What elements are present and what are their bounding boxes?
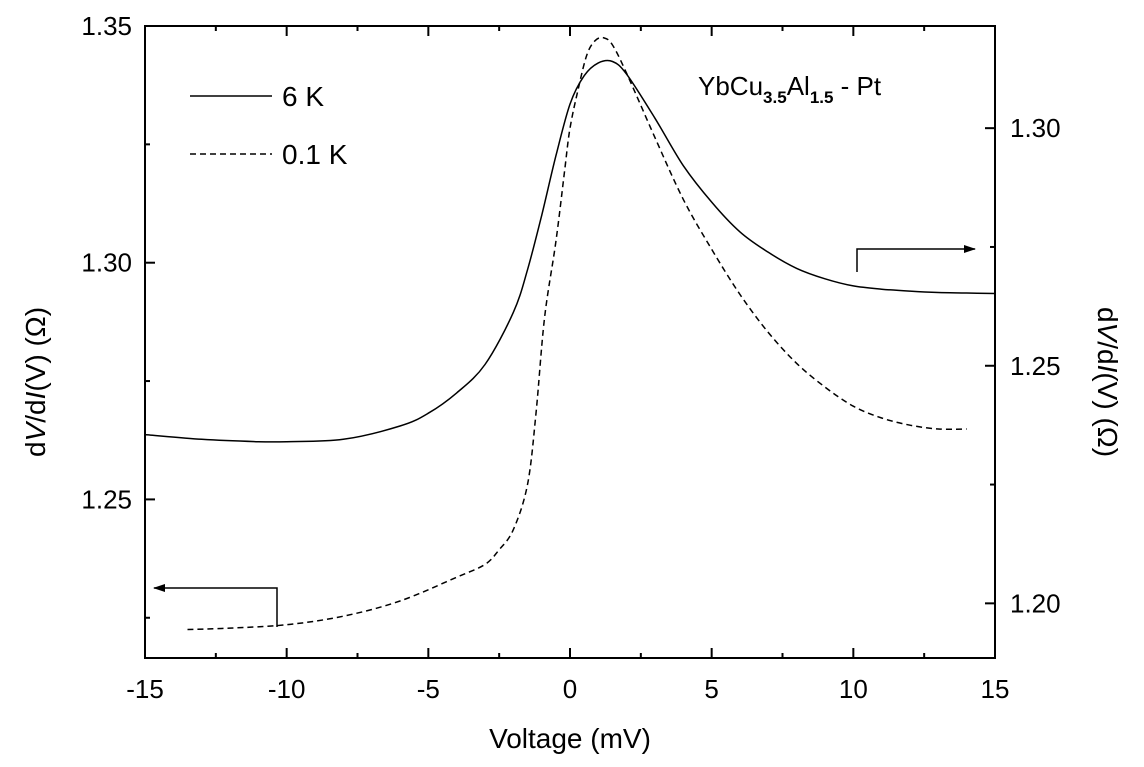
y-right-mid: /d xyxy=(1092,341,1123,364)
series-layer xyxy=(144,36,996,631)
ticks-layer: -15 -10 -5 0 5 10 15 1.25 1.30 1.35 1.20 1.25 1.30 xyxy=(81,11,1060,704)
annotation-mid: Al xyxy=(787,71,810,101)
y-left-tick-label: 1.30 xyxy=(81,248,132,278)
series-line-0-1-k xyxy=(187,36,967,631)
x-tick-label: 15 xyxy=(981,674,1010,704)
y-left-v: V xyxy=(20,420,51,441)
legend-label: 0.1 K xyxy=(282,139,348,170)
y-left-suffix: (V) (Ω) xyxy=(20,307,51,392)
plot-border xyxy=(144,25,996,659)
series-line-6-k xyxy=(144,59,996,443)
legend: 6 K 0.1 K xyxy=(190,81,348,170)
y-axis-right-label: dV/dI(V) (Ω) xyxy=(1092,307,1123,457)
x-tick-label: -15 xyxy=(126,674,164,704)
x-tick-label: -5 xyxy=(417,674,440,704)
x-axis-label: Voltage (mV) xyxy=(489,723,651,754)
y-right-v: V xyxy=(1092,323,1123,344)
y-left-tick-label: 1.25 xyxy=(81,484,132,514)
sample-annotation: YbCu3.5Al1.5 - Pt xyxy=(698,71,882,107)
x-tick-label: 5 xyxy=(704,674,718,704)
right-axis-arrow xyxy=(856,245,976,272)
y-right-tick-label: 1.25 xyxy=(1010,351,1061,381)
y-right-i: I xyxy=(1092,365,1123,373)
y-right-suffix: (V) (Ω) xyxy=(1092,372,1123,457)
left-axis-arrow xyxy=(153,584,278,627)
y-left-mid: /d xyxy=(20,399,51,422)
y-left-i: I xyxy=(20,391,51,399)
plot-frame xyxy=(144,25,996,659)
x-tick-label: -10 xyxy=(268,674,306,704)
annotation-main: YbCu xyxy=(698,71,763,101)
y-left-tick-label: 1.35 xyxy=(81,11,132,41)
annotation-tail: - Pt xyxy=(833,71,881,101)
y-right-tick-label: 1.20 xyxy=(1010,588,1061,618)
arrows-layer xyxy=(153,245,976,627)
x-tick-label: 10 xyxy=(839,674,868,704)
legend-label: 6 K xyxy=(282,81,324,112)
y-axis-left-label: dV/dI(V) (Ω) xyxy=(20,307,51,457)
y-left-prefix: d xyxy=(20,441,51,457)
annotation-sub1: 3.5 xyxy=(763,88,787,107)
annotation-sub2: 1.5 xyxy=(810,88,834,107)
y-right-tick-label: 1.30 xyxy=(1010,113,1061,143)
y-right-prefix: d xyxy=(1092,307,1123,323)
x-tick-label: 0 xyxy=(563,674,577,704)
